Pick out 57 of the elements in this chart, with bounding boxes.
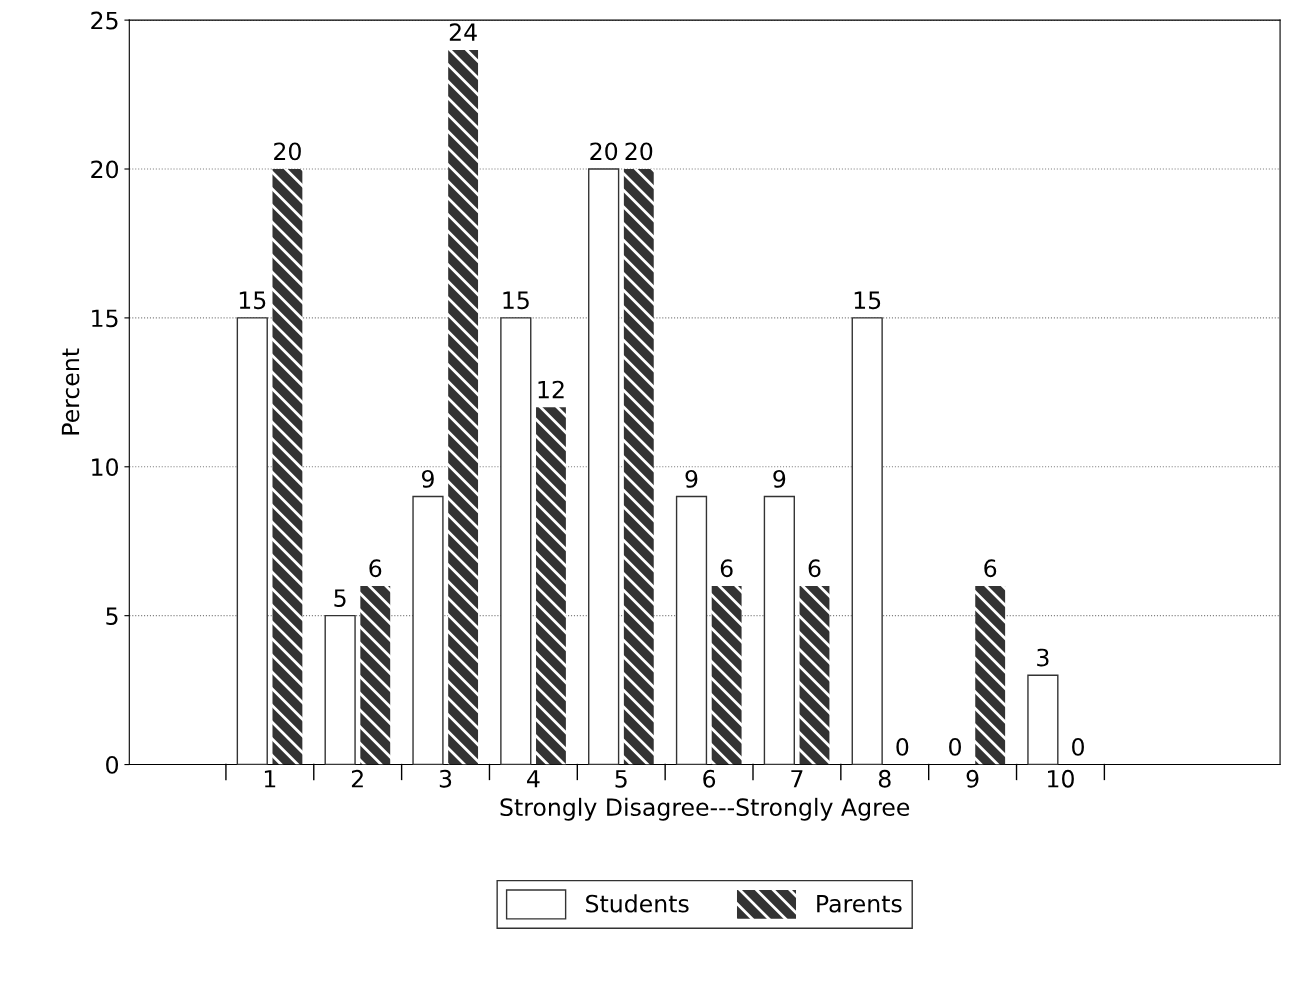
bar bbox=[711, 585, 742, 765]
data-label: 20 bbox=[590, 142, 618, 161]
data-label: 6 bbox=[720, 559, 733, 578]
bar bbox=[272, 169, 303, 765]
x-tick-label: 5 bbox=[615, 770, 627, 788]
bar bbox=[448, 49, 479, 765]
x-tick-label: 2 bbox=[351, 769, 363, 788]
x-tick-label: 9 bbox=[966, 769, 979, 788]
y-tick-label: 15 bbox=[92, 309, 118, 328]
data-label: 15 bbox=[854, 291, 881, 310]
x-tick-label: 4 bbox=[527, 770, 540, 788]
x-tick-label: 7 bbox=[791, 770, 803, 788]
data-label: 9 bbox=[685, 469, 698, 488]
bar bbox=[623, 169, 654, 765]
x-tick-label: 3 bbox=[439, 769, 452, 788]
bar bbox=[588, 168, 620, 765]
legend-label: Parents bbox=[817, 895, 902, 913]
data-label: 20 bbox=[274, 142, 301, 161]
y-tick-label: 0 bbox=[106, 756, 119, 774]
data-label: 15 bbox=[503, 291, 529, 310]
bar bbox=[675, 495, 708, 765]
bar bbox=[360, 585, 391, 765]
bar bbox=[851, 317, 883, 765]
data-label: 20 bbox=[625, 142, 653, 161]
bar bbox=[324, 614, 356, 765]
data-label: 15 bbox=[239, 291, 266, 310]
data-label: 6 bbox=[984, 559, 997, 578]
bar bbox=[412, 495, 444, 765]
data-label: 9 bbox=[773, 469, 786, 488]
x-tick-label: 10 bbox=[1048, 769, 1074, 788]
x-axis-title: Strongly Disagree---Strongly Agree bbox=[500, 797, 910, 821]
y-axis-title: Percent bbox=[61, 348, 80, 435]
x-tick-label: 8 bbox=[878, 769, 891, 788]
bar bbox=[975, 585, 1006, 765]
bar bbox=[799, 585, 830, 765]
y-tick-label: 25 bbox=[91, 11, 118, 30]
x-tick-label: 6 bbox=[703, 769, 716, 788]
data-label: 9 bbox=[421, 469, 434, 488]
data-label: 6 bbox=[808, 559, 821, 578]
data-label: 3 bbox=[1037, 648, 1049, 667]
data-label: 0 bbox=[949, 737, 961, 756]
data-label: 12 bbox=[538, 380, 564, 399]
y-tick-label: 10 bbox=[92, 458, 119, 477]
data-label: 5 bbox=[334, 589, 346, 607]
y-tick-label: 5 bbox=[106, 607, 118, 625]
bar bbox=[236, 317, 268, 765]
data-label: 6 bbox=[369, 559, 382, 578]
bar bbox=[500, 317, 532, 765]
y-tick-label: 20 bbox=[91, 160, 119, 179]
data-label: 0 bbox=[896, 737, 909, 756]
data-label: 0 bbox=[1072, 737, 1084, 756]
data-label: 24 bbox=[449, 23, 477, 41]
bar bbox=[536, 407, 566, 765]
bar bbox=[763, 495, 795, 765]
legend-label: Students bbox=[586, 894, 689, 913]
x-tick-label: 1 bbox=[264, 770, 276, 788]
bar bbox=[1027, 674, 1059, 765]
